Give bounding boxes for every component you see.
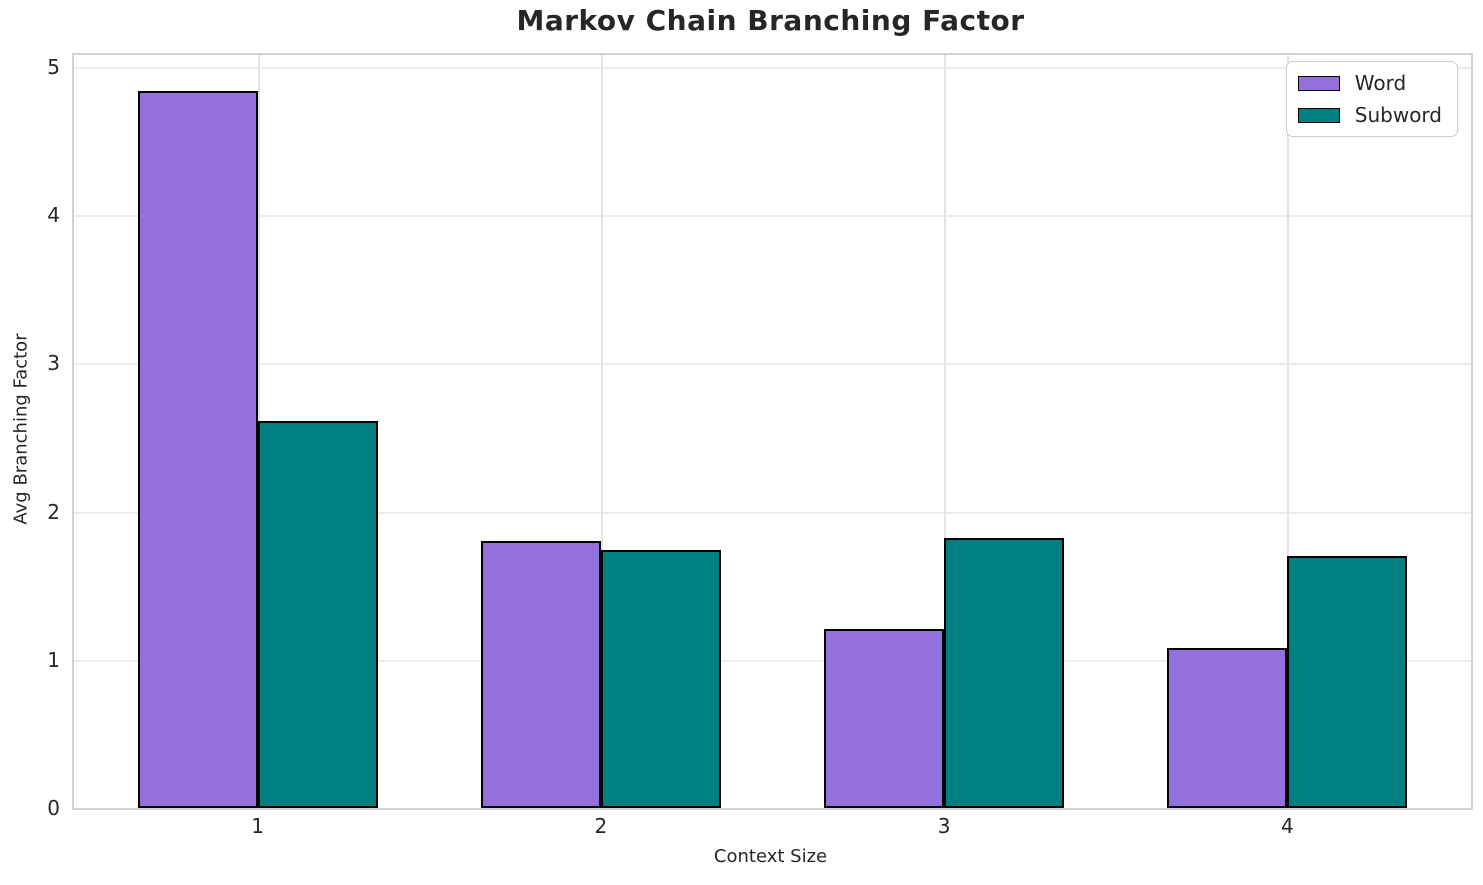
y-gridline [74, 659, 1471, 662]
y-gridline [74, 215, 1471, 218]
y-tick-label: 1 [47, 647, 60, 672]
legend-item-word: Word [1297, 71, 1442, 95]
x-gridline [944, 55, 947, 808]
x-tick-label: 4 [1280, 814, 1294, 838]
x-gridline [1287, 55, 1290, 808]
bar-word-1 [137, 90, 258, 808]
y-tick-label: 3 [47, 351, 60, 376]
x-gridline [600, 55, 603, 808]
bar-subword-4 [1287, 556, 1408, 808]
y-tick-label: 0 [47, 796, 60, 820]
legend-item-subword: Subword [1297, 103, 1442, 127]
chart-title: Markov Chain Branching Factor [516, 4, 1025, 37]
x-axis-label: Context Size [713, 846, 828, 867]
y-tick-label: 2 [47, 499, 60, 524]
bar-word-4 [1167, 647, 1288, 808]
y-gridline [74, 363, 1471, 366]
legend-label-word: Word [1354, 71, 1407, 95]
legend-swatch-word [1297, 75, 1340, 91]
y-gridline [74, 511, 1471, 514]
bar-word-2 [480, 541, 601, 808]
bar-word-3 [823, 628, 945, 808]
legend-swatch-subword [1297, 107, 1340, 123]
x-tick-label: 2 [594, 814, 608, 838]
x-tick-label: 1 [251, 814, 264, 838]
y-tick-label: 4 [47, 203, 60, 228]
plot-area: 0 1 2 3 4 5 1 2 3 4 [47, 53, 1473, 838]
bar-subword-2 [600, 550, 721, 808]
legend: Word Subword [1285, 61, 1458, 137]
y-tick-label: 5 [47, 55, 60, 80]
x-tick-label: 3 [937, 814, 951, 838]
bar-subword-1 [257, 421, 378, 808]
y-gridline [74, 67, 1471, 70]
bar-subword-3 [944, 538, 1065, 808]
legend-label-subword: Subword [1354, 103, 1442, 127]
